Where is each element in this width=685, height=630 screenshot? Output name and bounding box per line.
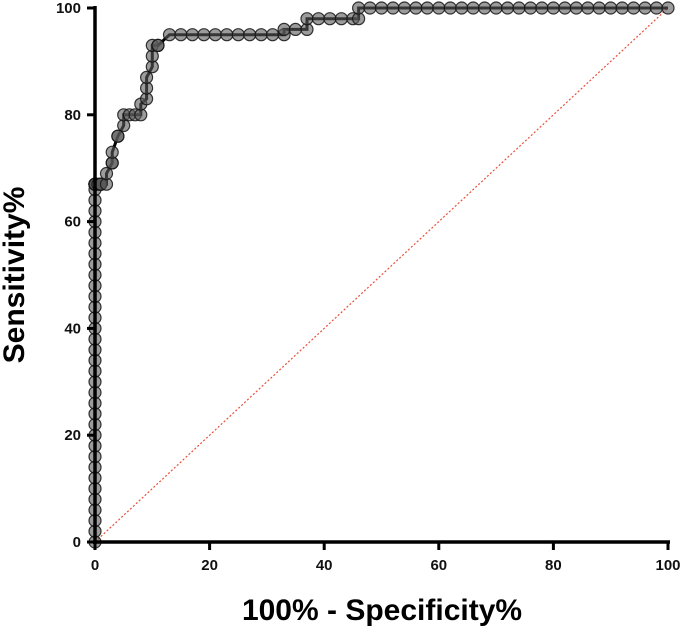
roc-point <box>604 1 618 15</box>
y-tick-label: 20 <box>64 427 81 444</box>
roc-point <box>512 1 526 15</box>
roc-point <box>162 28 177 42</box>
roc-point <box>140 70 154 85</box>
axes <box>93 6 670 544</box>
roc-point <box>111 129 125 143</box>
roc-point <box>661 1 675 15</box>
roc-points-layer <box>88 1 675 549</box>
roc-point <box>220 28 234 42</box>
roc-point <box>300 12 314 26</box>
roc-point <box>535 1 549 15</box>
roc-point <box>409 1 423 15</box>
x-tick-label: 100 <box>655 557 680 574</box>
roc-point <box>243 28 257 42</box>
roc-point <box>592 1 606 15</box>
roc-point <box>443 1 457 15</box>
roc-point <box>151 38 165 53</box>
y-tick-label: 80 <box>64 107 81 124</box>
roc-point <box>638 1 652 15</box>
x-axis-title: 100% - Specificity% <box>242 594 522 627</box>
y-tick-label: 100 <box>56 0 81 17</box>
x-tick-label: 80 <box>545 557 562 574</box>
roc-point <box>197 28 211 42</box>
roc-point <box>363 1 377 15</box>
ticks: 0 20 40 60 80 100 0 20 40 60 80 100 <box>56 0 681 574</box>
roc-point <box>99 166 114 181</box>
roc-point <box>581 1 595 15</box>
roc-point <box>266 28 280 42</box>
y-tick-label: 60 <box>64 214 81 231</box>
roc-point <box>231 28 245 42</box>
roc-point <box>523 1 538 15</box>
roc-point <box>277 22 291 36</box>
roc-point <box>105 145 119 159</box>
y-tick-label: 40 <box>64 320 81 337</box>
roc-point <box>455 1 469 15</box>
x-tick-label: 60 <box>430 557 447 574</box>
roc-point <box>374 1 389 15</box>
roc-point <box>478 1 492 15</box>
roc-point <box>432 1 446 15</box>
roc-point <box>649 1 664 15</box>
roc-point <box>334 12 348 26</box>
roc-point <box>288 22 303 36</box>
roc-point <box>311 12 326 26</box>
roc-point <box>208 28 222 42</box>
roc-point <box>569 1 583 15</box>
x-tick-label: 0 <box>91 557 99 574</box>
roc-point <box>615 1 629 15</box>
roc-point <box>254 28 268 42</box>
roc-point <box>352 1 366 15</box>
roc-point <box>626 1 641 15</box>
reference-line-layer <box>94 7 669 543</box>
roc-point <box>558 1 572 15</box>
x-tick-label: 20 <box>201 557 218 574</box>
roc-point <box>323 12 337 26</box>
roc-point <box>466 1 480 15</box>
roc-point <box>397 1 411 15</box>
roc-point <box>174 28 188 42</box>
roc-point <box>546 1 561 15</box>
roc-point <box>386 1 400 15</box>
x-tick-label: 40 <box>316 557 333 574</box>
y-axis-title: Sensitivity% <box>0 187 31 364</box>
y-tick-label: 0 <box>73 534 81 551</box>
roc-point <box>420 1 434 15</box>
reference-diagonal-line <box>94 7 669 543</box>
roc-point <box>185 28 199 42</box>
roc-point <box>501 1 515 15</box>
roc-point <box>489 1 503 15</box>
